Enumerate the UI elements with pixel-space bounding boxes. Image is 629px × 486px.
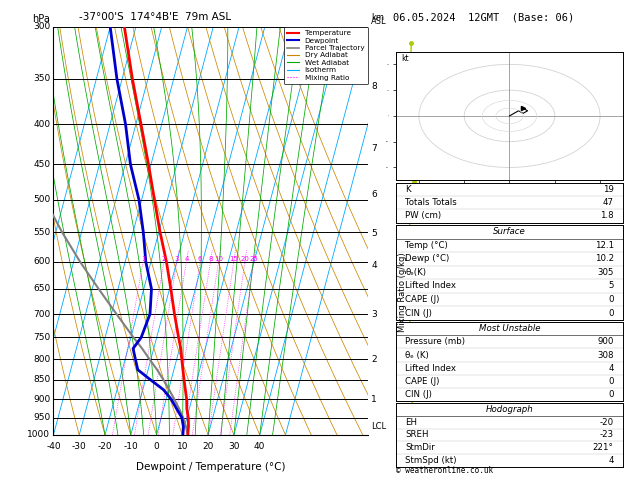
Text: 300: 300 xyxy=(33,22,50,31)
Text: 19: 19 xyxy=(603,185,614,194)
Text: -20: -20 xyxy=(599,418,614,427)
Text: 1000: 1000 xyxy=(27,431,50,439)
Text: kt: kt xyxy=(401,54,408,63)
Text: Surface: Surface xyxy=(493,227,526,236)
Text: EH: EH xyxy=(405,418,417,427)
Text: 500: 500 xyxy=(33,195,50,205)
Text: 5: 5 xyxy=(371,229,377,238)
Text: 40: 40 xyxy=(254,442,265,451)
Text: 3: 3 xyxy=(175,256,179,262)
Text: 12.1: 12.1 xyxy=(594,241,614,250)
Text: Lifted Index: Lifted Index xyxy=(405,281,456,291)
Text: CAPE (J): CAPE (J) xyxy=(405,295,440,304)
Text: CIN (J): CIN (J) xyxy=(405,390,432,399)
Text: 2: 2 xyxy=(162,256,166,262)
Text: -40: -40 xyxy=(46,442,61,451)
Text: 600: 600 xyxy=(33,257,50,266)
Text: Lifted Index: Lifted Index xyxy=(405,364,456,373)
Text: 20: 20 xyxy=(240,256,249,262)
Text: 350: 350 xyxy=(33,74,50,84)
Text: 7: 7 xyxy=(371,144,377,153)
Text: 4: 4 xyxy=(608,364,614,373)
Text: 10: 10 xyxy=(177,442,188,451)
Text: -20: -20 xyxy=(97,442,113,451)
Text: 308: 308 xyxy=(597,350,614,360)
Text: -37°00'S  174°4B'E  79m ASL: -37°00'S 174°4B'E 79m ASL xyxy=(79,12,231,22)
Text: 47: 47 xyxy=(603,198,614,207)
Text: CAPE (J): CAPE (J) xyxy=(405,377,440,386)
Text: 10: 10 xyxy=(214,256,223,262)
Text: 4: 4 xyxy=(371,260,377,270)
Text: 8: 8 xyxy=(208,256,213,262)
Text: 0: 0 xyxy=(608,309,614,317)
Text: 4: 4 xyxy=(184,256,189,262)
Text: Most Unstable: Most Unstable xyxy=(479,324,540,333)
Text: Totals Totals: Totals Totals xyxy=(405,198,457,207)
Text: 0: 0 xyxy=(608,377,614,386)
Text: CIN (J): CIN (J) xyxy=(405,309,432,317)
Text: 3: 3 xyxy=(371,310,377,318)
Text: 4: 4 xyxy=(608,456,614,465)
Text: StmSpd (kt): StmSpd (kt) xyxy=(405,456,457,465)
Text: Dewp (°C): Dewp (°C) xyxy=(405,254,450,263)
Text: 25: 25 xyxy=(249,256,258,262)
Text: StmDir: StmDir xyxy=(405,443,435,452)
Text: 700: 700 xyxy=(33,310,50,318)
Text: Temp (°C): Temp (°C) xyxy=(405,241,448,250)
Text: Pressure (mb): Pressure (mb) xyxy=(405,337,465,347)
Text: 0: 0 xyxy=(153,442,160,451)
Text: 1: 1 xyxy=(371,395,377,404)
Text: 1: 1 xyxy=(141,256,145,262)
Text: © weatheronline.co.uk: © weatheronline.co.uk xyxy=(396,466,493,475)
Text: 750: 750 xyxy=(33,333,50,342)
Text: 1.8: 1.8 xyxy=(600,211,614,221)
Text: SREH: SREH xyxy=(405,431,429,439)
Text: 650: 650 xyxy=(33,284,50,294)
Text: 0: 0 xyxy=(608,295,614,304)
Text: 2: 2 xyxy=(371,355,377,364)
Text: -10: -10 xyxy=(123,442,138,451)
Text: 8: 8 xyxy=(371,82,377,91)
Text: ASL: ASL xyxy=(371,17,387,26)
Text: -23: -23 xyxy=(599,431,614,439)
Text: 10.2: 10.2 xyxy=(594,254,614,263)
Text: θₑ (K): θₑ (K) xyxy=(405,350,429,360)
Text: 850: 850 xyxy=(33,375,50,384)
Text: K: K xyxy=(405,185,411,194)
Legend: Temperature, Dewpoint, Parcel Trajectory, Dry Adiabat, Wet Adiabat, Isotherm, Mi: Temperature, Dewpoint, Parcel Trajectory… xyxy=(284,27,368,84)
Text: 6: 6 xyxy=(198,256,203,262)
Text: -30: -30 xyxy=(72,442,87,451)
Text: 30: 30 xyxy=(228,442,240,451)
Text: LCL: LCL xyxy=(371,422,386,431)
Text: θₑ(K): θₑ(K) xyxy=(405,268,426,277)
Text: 400: 400 xyxy=(33,120,50,129)
Text: 5: 5 xyxy=(608,281,614,291)
Text: 900: 900 xyxy=(598,337,614,347)
Text: Mixing Ratio (g/kg): Mixing Ratio (g/kg) xyxy=(398,252,407,332)
Text: 550: 550 xyxy=(33,228,50,237)
Text: PW (cm): PW (cm) xyxy=(405,211,442,221)
Text: hPa: hPa xyxy=(33,14,50,24)
Text: 0: 0 xyxy=(608,390,614,399)
Text: 20: 20 xyxy=(203,442,214,451)
Text: 900: 900 xyxy=(33,395,50,404)
Text: 221°: 221° xyxy=(593,443,614,452)
Text: Dewpoint / Temperature (°C): Dewpoint / Temperature (°C) xyxy=(136,462,286,472)
Text: km: km xyxy=(371,13,384,22)
Text: Hodograph: Hodograph xyxy=(486,405,533,414)
Text: 305: 305 xyxy=(597,268,614,277)
Text: 6: 6 xyxy=(371,190,377,199)
Text: 950: 950 xyxy=(33,413,50,422)
Text: 450: 450 xyxy=(33,160,50,169)
Text: 800: 800 xyxy=(33,355,50,364)
Text: 15: 15 xyxy=(230,256,238,262)
Text: 06.05.2024  12GMT  (Base: 06): 06.05.2024 12GMT (Base: 06) xyxy=(393,12,574,22)
